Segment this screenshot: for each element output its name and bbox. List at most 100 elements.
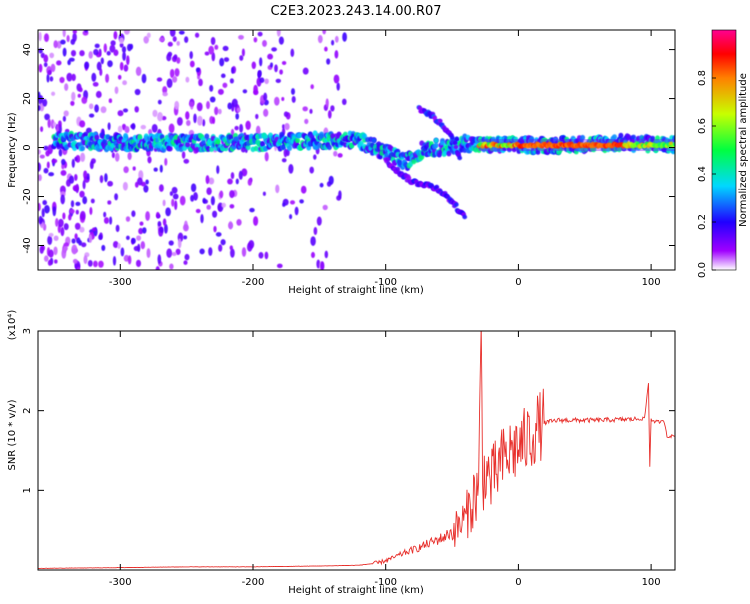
band-point <box>580 134 586 141</box>
noise-speckle <box>262 39 267 47</box>
noise-speckle <box>206 204 211 210</box>
band-point <box>279 131 285 138</box>
noise-speckle <box>193 192 198 201</box>
noise-speckle <box>206 101 210 110</box>
noise-speckle <box>162 91 168 97</box>
noise-speckle <box>115 224 120 233</box>
noise-speckle <box>117 74 122 80</box>
noise-speckle <box>72 258 78 264</box>
noise-speckle <box>43 205 50 214</box>
noise-speckle <box>259 57 263 67</box>
noise-speckle <box>48 232 54 237</box>
noise-speckle <box>236 219 242 226</box>
noise-speckle <box>176 40 180 46</box>
noise-speckle <box>58 218 64 228</box>
noise-speckle <box>104 173 108 183</box>
noise-speckle <box>208 177 215 185</box>
noise-speckle <box>185 76 190 83</box>
band-point <box>618 132 624 139</box>
noise-speckle <box>93 48 99 56</box>
noise-speckle <box>181 151 186 159</box>
noise-speckle <box>176 57 181 64</box>
noise-speckle <box>242 89 248 94</box>
noise-speckle <box>212 116 216 125</box>
noise-speckle <box>41 245 45 251</box>
noise-speckle <box>336 82 340 91</box>
noise-speckle <box>61 158 66 166</box>
noise-speckle <box>121 46 127 53</box>
noise-speckle <box>184 36 189 43</box>
noise-speckle <box>48 172 55 177</box>
noise-speckle <box>88 51 93 59</box>
noise-speckle <box>90 198 95 204</box>
noise-speckle <box>281 96 285 102</box>
noise-speckle <box>257 31 263 37</box>
noise-speckle <box>62 47 67 57</box>
noise-speckle <box>171 198 175 207</box>
noise-speckle <box>219 57 225 67</box>
noise-speckle <box>63 110 69 117</box>
noise-speckle <box>42 98 48 107</box>
noise-speckle <box>255 113 259 120</box>
y-tick-label: 0 <box>22 144 33 150</box>
noise-speckle <box>64 83 69 91</box>
noise-speckle <box>131 122 136 130</box>
noise-speckle <box>174 68 180 77</box>
noise-speckle <box>79 190 85 198</box>
noise-speckle <box>143 36 149 44</box>
noise-speckle <box>234 125 239 131</box>
noise-speckle <box>71 73 76 82</box>
noise-speckle <box>107 180 114 187</box>
noise-speckle <box>63 242 70 248</box>
noise-speckle <box>239 55 244 61</box>
noise-speckle <box>122 108 129 113</box>
figure-title: C2E3.2023.243.14.00.R07 <box>270 4 441 19</box>
noise-speckle <box>140 124 147 130</box>
noise-speckle <box>183 235 188 240</box>
noise-speckle <box>62 30 66 38</box>
noise-speckle <box>262 191 266 196</box>
noise-speckle <box>210 196 215 206</box>
noise-speckle <box>53 246 58 256</box>
band-point <box>362 133 367 139</box>
noise-speckle <box>146 32 151 39</box>
noise-speckle <box>132 166 136 171</box>
band-point <box>358 140 364 147</box>
noise-speckle <box>79 50 85 57</box>
noise-speckle <box>119 37 124 44</box>
noise-speckle <box>310 236 316 246</box>
noise-speckle <box>325 98 329 108</box>
noise-speckle <box>216 165 220 174</box>
noise-speckle <box>140 241 146 250</box>
noise-speckle <box>326 58 331 65</box>
noise-speckle <box>186 119 191 127</box>
noise-speckle <box>88 234 93 243</box>
noise-speckle <box>210 37 216 45</box>
noise-speckle <box>271 47 277 52</box>
band-point <box>83 131 89 138</box>
noise-speckle <box>82 196 88 205</box>
band-point <box>655 135 660 141</box>
noise-speckle <box>309 108 313 114</box>
band-point <box>167 145 173 152</box>
noise-speckle <box>194 32 200 38</box>
noise-speckle <box>123 64 129 72</box>
noise-speckle <box>107 122 111 131</box>
noise-speckle <box>238 170 243 180</box>
noise-speckle <box>198 78 203 87</box>
noise-speckle <box>322 30 327 35</box>
noise-speckle <box>331 39 335 46</box>
noise-speckle <box>172 76 178 83</box>
noise-speckle <box>208 45 215 55</box>
noise-speckle <box>162 218 167 226</box>
noise-speckle <box>304 118 309 125</box>
noise-speckle <box>71 244 78 255</box>
colorbar-tick-label: 0.6 <box>697 118 708 134</box>
noise-speckle <box>58 148 63 157</box>
noise-speckle <box>77 93 81 98</box>
band-point <box>670 148 675 155</box>
noise-speckle <box>172 193 179 200</box>
noise-speckle <box>257 70 261 78</box>
noise-speckle <box>91 72 97 82</box>
noise-speckle <box>79 226 85 233</box>
